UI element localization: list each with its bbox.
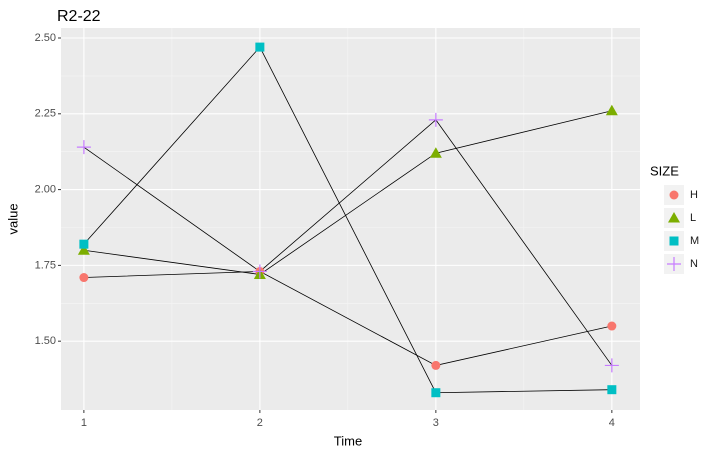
x-tick-label: 2 — [257, 417, 263, 429]
data-point — [252, 264, 267, 279]
data-point — [429, 147, 442, 158]
data-point — [605, 104, 618, 116]
y-axis-label: value — [5, 203, 20, 234]
y-tick-label: 2.00 — [35, 183, 56, 195]
legend-label: N — [690, 258, 698, 270]
series-line — [83, 271, 612, 366]
series-line — [83, 119, 613, 366]
data-point — [607, 385, 617, 395]
legend-symbol — [668, 212, 680, 223]
legend-label: M — [690, 235, 699, 247]
y-tick-label: 1.50 — [35, 335, 56, 347]
data-point — [604, 358, 619, 373]
data-point — [76, 140, 91, 155]
legend-symbol — [669, 190, 679, 200]
legend-label: H — [690, 189, 698, 201]
series-line — [83, 46, 612, 394]
y-tick-label: 2.25 — [35, 108, 56, 120]
data-point — [431, 360, 441, 370]
x-tick-label: 3 — [433, 417, 439, 429]
series-line — [83, 110, 612, 275]
data-point — [607, 321, 617, 331]
plot-background — [61, 28, 640, 410]
x-tick-label: 4 — [609, 417, 615, 429]
y-tick-label: 1.75 — [35, 259, 56, 271]
chart-title: R2-22 — [57, 8, 101, 25]
x-axis-label: Time — [334, 433, 362, 448]
x-tick-label: 1 — [81, 417, 87, 429]
data-point — [77, 244, 90, 255]
data-point — [255, 42, 265, 52]
data-point — [431, 388, 441, 398]
legend-label: L — [690, 212, 696, 224]
legend-title: SIZE — [650, 163, 679, 178]
legend-symbol — [667, 257, 681, 271]
data-point — [79, 273, 89, 283]
data-point — [79, 239, 89, 249]
data-point — [428, 112, 443, 127]
y-tick-label: 2.50 — [35, 32, 56, 44]
legend-symbol — [669, 236, 679, 246]
